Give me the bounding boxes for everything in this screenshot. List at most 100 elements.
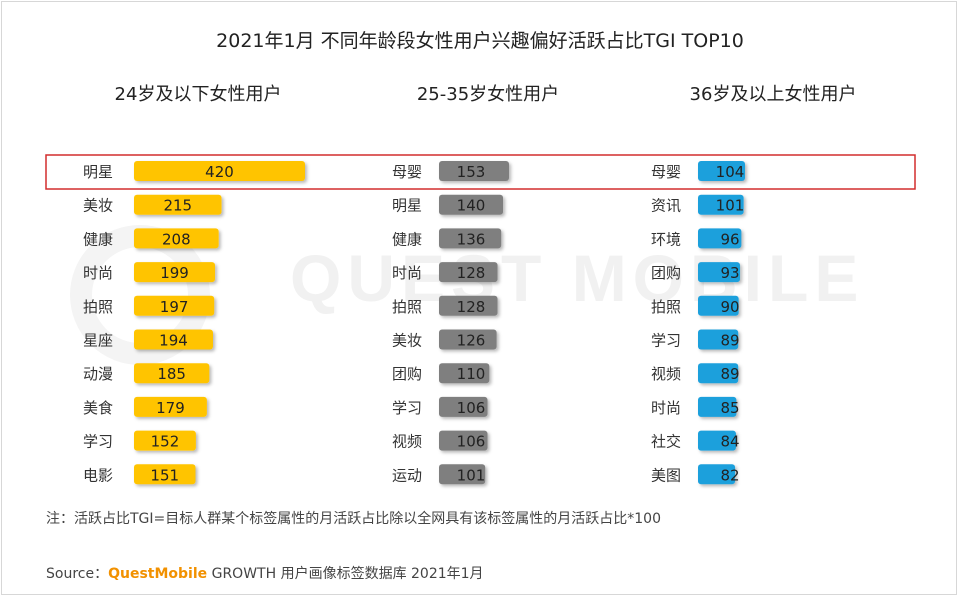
value-label: 101 <box>457 466 486 484</box>
bar <box>698 295 739 316</box>
value-label: 128 <box>457 298 486 316</box>
bar <box>439 430 488 451</box>
bar <box>134 194 222 215</box>
bar <box>439 194 504 215</box>
value-label: 128 <box>457 264 486 282</box>
category-label: 健康 <box>83 230 113 248</box>
panel-title-under-24: 24岁及以下女性用户 <box>114 84 282 105</box>
bar <box>698 194 744 215</box>
bar <box>439 262 498 283</box>
footnote: 注：活跃占比TGI=目标人群某个标签属性的月活跃占比除以全网具有该标签属性的月活… <box>46 511 661 527</box>
value-label: 199 <box>160 264 189 282</box>
source-brand: QuestMobile <box>108 566 208 582</box>
bar <box>698 329 739 350</box>
value-label: 420 <box>205 163 234 181</box>
category-label: 健康 <box>392 230 422 248</box>
category-label: 学习 <box>83 433 113 451</box>
bar <box>439 396 488 417</box>
category-label: 拍照 <box>392 298 422 316</box>
panel-title-36-plus: 36岁及以上女性用户 <box>689 84 857 105</box>
category-label: 明星 <box>392 197 422 215</box>
category-label: 美食 <box>83 399 113 417</box>
value-label: 152 <box>151 433 180 451</box>
bar <box>439 161 509 181</box>
category-label: 时尚 <box>651 399 681 417</box>
source-prefix: Source： <box>46 566 109 582</box>
category-label: 社交 <box>651 433 681 451</box>
value-label: 104 <box>716 163 745 181</box>
category-label: 动漫 <box>83 365 113 383</box>
category-label: 学习 <box>651 332 681 350</box>
value-label: 208 <box>162 230 191 248</box>
bar <box>439 329 497 350</box>
bar <box>439 464 486 485</box>
bar <box>134 262 216 283</box>
bar <box>134 295 215 316</box>
category-label: 拍照 <box>83 298 113 316</box>
bar <box>698 464 736 485</box>
category-label: 时尚 <box>83 264 113 282</box>
value-label: 90 <box>720 298 739 316</box>
bar <box>134 161 305 181</box>
value-label: 82 <box>720 466 739 484</box>
value-label: 185 <box>157 365 186 383</box>
value-label: 85 <box>720 399 739 417</box>
top-row-highlight-box <box>45 154 916 190</box>
chart-title: 2021年1月 不同年龄段女性用户兴趣偏好活跃占比TGI TOP10 <box>216 30 744 52</box>
category-label: 视频 <box>651 365 681 383</box>
category-label: 团购 <box>651 264 681 282</box>
bar <box>698 262 741 283</box>
category-label: 美妆 <box>392 332 422 350</box>
bar <box>134 363 210 384</box>
value-label: 106 <box>457 399 486 417</box>
source-rest: GROWTH 用户画像标签数据库 2021年1月 <box>207 566 484 582</box>
panel-title-25-35: 25-35岁女性用户 <box>416 84 560 105</box>
bar <box>439 228 502 249</box>
bar <box>698 228 742 249</box>
value-label: 215 <box>163 197 192 215</box>
value-label: 96 <box>720 230 739 248</box>
value-label: 194 <box>159 332 188 350</box>
bar <box>698 363 739 384</box>
category-label: 电影 <box>83 466 113 484</box>
bar <box>698 396 737 417</box>
bar <box>134 329 213 350</box>
value-label: 110 <box>457 365 486 383</box>
category-label: 团购 <box>392 365 422 383</box>
value-label: 136 <box>457 230 486 248</box>
value-label: 197 <box>160 298 189 316</box>
value-label: 84 <box>720 433 739 451</box>
bar <box>439 363 490 384</box>
category-label: 母婴 <box>392 163 422 181</box>
category-label: 视频 <box>392 433 422 451</box>
bar <box>698 161 745 181</box>
category-label: 美妆 <box>83 197 113 215</box>
value-label: 140 <box>457 197 486 215</box>
bar <box>134 430 196 451</box>
source-line: Source：QuestMobile GROWTH 用户画像标签数据库 2021… <box>46 563 484 583</box>
category-label: 美图 <box>651 466 681 484</box>
value-label: 89 <box>720 365 739 383</box>
value-label: 93 <box>720 264 739 282</box>
category-label: 学习 <box>392 399 422 417</box>
bar <box>134 396 207 417</box>
category-label: 运动 <box>392 466 422 484</box>
value-label: 106 <box>457 433 486 451</box>
category-label: 星座 <box>83 332 113 350</box>
category-label: 时尚 <box>392 264 422 282</box>
category-label: 资讯 <box>651 197 681 215</box>
value-label: 89 <box>720 332 739 350</box>
value-label: 126 <box>457 332 486 350</box>
bar <box>698 430 736 451</box>
bar <box>134 464 196 485</box>
bar <box>439 295 498 316</box>
value-label: 153 <box>457 163 486 181</box>
category-label: 拍照 <box>651 298 681 316</box>
bar <box>134 228 219 249</box>
value-label: 179 <box>156 399 185 417</box>
watermark-text: QUEST MOBILE <box>290 241 865 315</box>
category-label: 明星 <box>83 163 113 181</box>
value-label: 151 <box>150 466 179 484</box>
